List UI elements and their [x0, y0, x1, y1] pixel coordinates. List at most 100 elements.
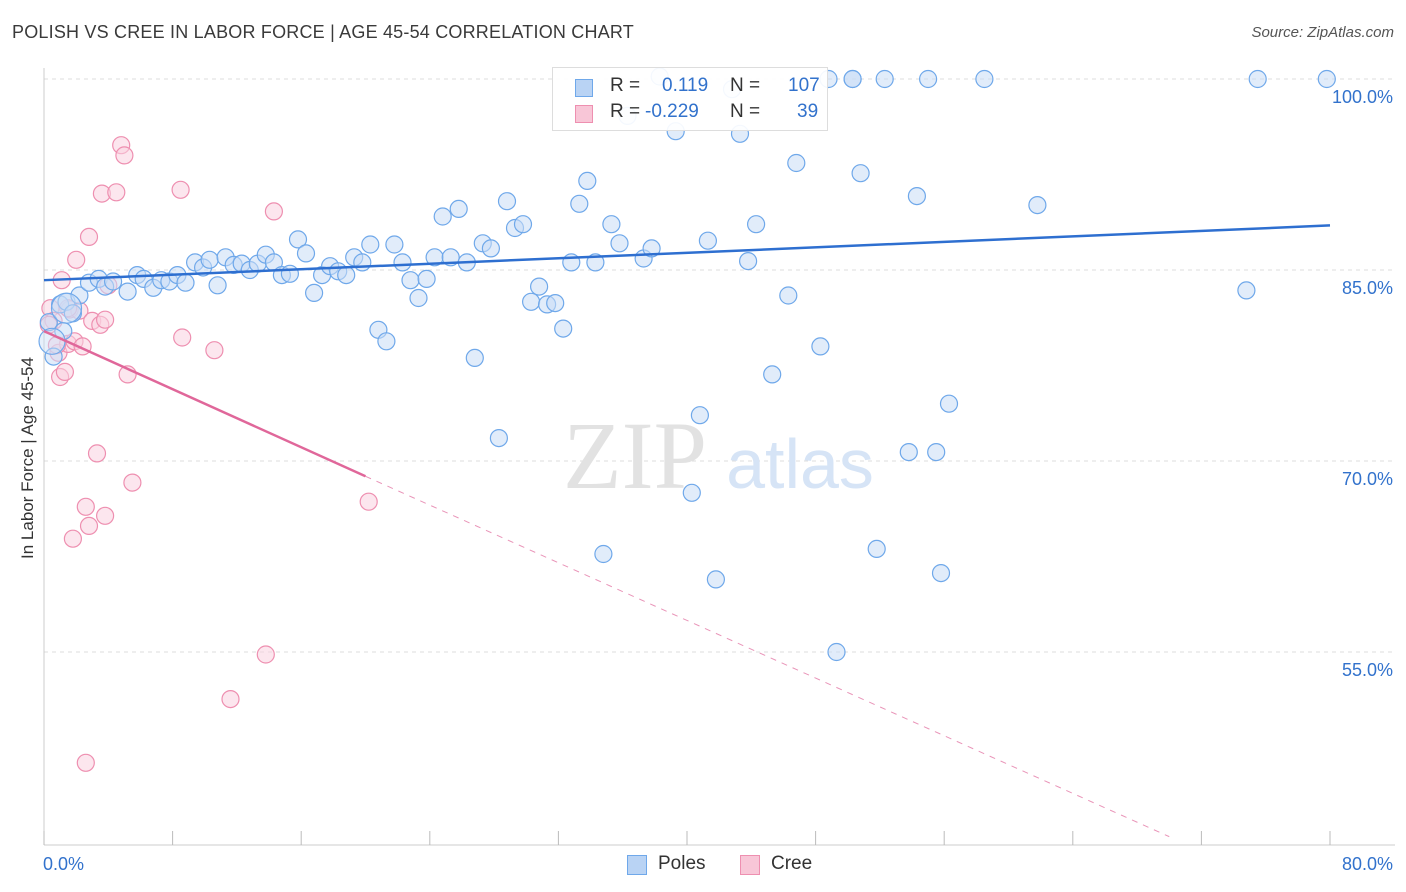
series-poles	[38, 67, 1336, 662]
series-cree	[39, 136, 378, 772]
x-tick-label: 0.0%	[43, 854, 84, 874]
poles-point	[827, 642, 846, 662]
poles-point	[385, 235, 404, 254]
poles-point	[353, 253, 372, 272]
legend-r-label: R =	[610, 75, 641, 96]
poles-point	[682, 483, 701, 502]
y-tick-label: 70.0%	[1342, 469, 1393, 489]
legend-label-poles: Poles	[658, 853, 706, 874]
poles-point	[513, 215, 533, 234]
grid-lines	[44, 78, 1395, 653]
legend-swatch-poles	[627, 855, 647, 875]
legend-swatch-cree	[575, 105, 593, 123]
poles-point	[337, 266, 356, 285]
poles-point	[288, 230, 308, 249]
cree-point	[95, 310, 115, 329]
cree-point	[67, 250, 86, 269]
poles-point	[939, 394, 959, 413]
poles-point	[465, 348, 484, 367]
cree-point	[256, 645, 275, 664]
legend-r-label: R =	[610, 101, 641, 122]
cree-point	[76, 497, 95, 516]
poles-point	[746, 215, 766, 234]
poles-point	[931, 563, 951, 583]
y-tick-label: 100.0%	[1332, 87, 1393, 107]
cree-point	[264, 202, 283, 221]
poles-point	[39, 313, 58, 332]
poles-point	[811, 337, 830, 356]
poles-point-cluster	[50, 292, 83, 324]
poles-point	[690, 406, 710, 425]
legend-r-value: 0.119	[662, 75, 709, 96]
poles-point	[578, 171, 597, 190]
legend-n-label: N =	[730, 101, 761, 122]
poles-point	[481, 239, 500, 258]
series-legend: Poles Cree	[0, 852, 1406, 878]
chart-title: POLISH VS CREE IN LABOR FORCE | AGE 45-5…	[12, 22, 634, 42]
poles-point	[433, 207, 452, 226]
x-tick-labels: 0.0% 80.0%	[43, 854, 1393, 874]
poles-point	[529, 277, 549, 296]
poles-point	[393, 253, 412, 272]
poles-point	[586, 253, 605, 272]
watermark: ZIP atlas	[563, 402, 874, 509]
cree-point	[173, 328, 192, 347]
poles-point	[763, 365, 782, 384]
poles-point	[208, 276, 227, 295]
poles-point	[899, 443, 918, 462]
cree-point	[79, 516, 99, 536]
poles-point	[377, 332, 396, 351]
cree-trend-line	[43, 329, 367, 478]
poles-point	[305, 283, 324, 302]
cree-point	[359, 492, 378, 511]
legend-r-value: -0.229	[645, 101, 699, 122]
cree-point	[87, 444, 107, 463]
cree-trend-extension	[365, 475, 1170, 838]
poles-point	[787, 153, 806, 173]
poles-point	[642, 239, 661, 258]
poles-point	[554, 319, 573, 338]
poles-point	[546, 294, 565, 313]
poles-point	[867, 539, 886, 559]
cree-point	[115, 146, 134, 165]
cree-point	[123, 473, 142, 492]
poles-point	[907, 187, 927, 206]
poles-point	[570, 194, 589, 213]
poles-point	[851, 164, 870, 183]
poles-point	[449, 199, 468, 218]
poles-point	[361, 235, 380, 254]
poles-point	[489, 429, 508, 448]
legend-n-value: 107	[788, 75, 820, 96]
y-tick-labels: 55.0% 70.0% 85.0% 100.0%	[1332, 87, 1393, 680]
cree-point	[205, 341, 224, 360]
poles-point	[1028, 196, 1047, 215]
y-tick-label: 55.0%	[1342, 660, 1393, 680]
cree-point	[76, 753, 95, 772]
poles-point	[521, 292, 541, 311]
axes	[43, 68, 1395, 846]
poles-point	[409, 288, 428, 308]
legend-n-value: 39	[797, 101, 819, 122]
poles-point	[738, 252, 758, 271]
y-axis-label: In Labor Force | Age 45-54	[18, 357, 37, 559]
legend-n-label: N =	[730, 75, 761, 96]
poles-point	[280, 264, 299, 283]
watermark-atlas: atlas	[726, 425, 874, 503]
poles-point	[918, 69, 938, 89]
poles-point	[1237, 281, 1256, 300]
poles-point-cluster	[38, 327, 66, 355]
cree-point	[63, 529, 83, 548]
poles-point	[176, 273, 195, 292]
poles-point	[417, 269, 436, 288]
source-credit: Source: ZipAtlas.com	[1251, 24, 1394, 41]
poles-point	[103, 272, 123, 291]
poles-point	[779, 286, 798, 305]
cree-point	[79, 227, 99, 246]
y-tick-label: 85.0%	[1342, 278, 1393, 298]
poles-point	[875, 69, 894, 89]
poles-point	[497, 192, 517, 211]
poles-point	[594, 544, 613, 564]
poles-point	[698, 231, 718, 250]
cree-point	[107, 183, 126, 202]
legend-label-cree: Cree	[771, 853, 813, 874]
